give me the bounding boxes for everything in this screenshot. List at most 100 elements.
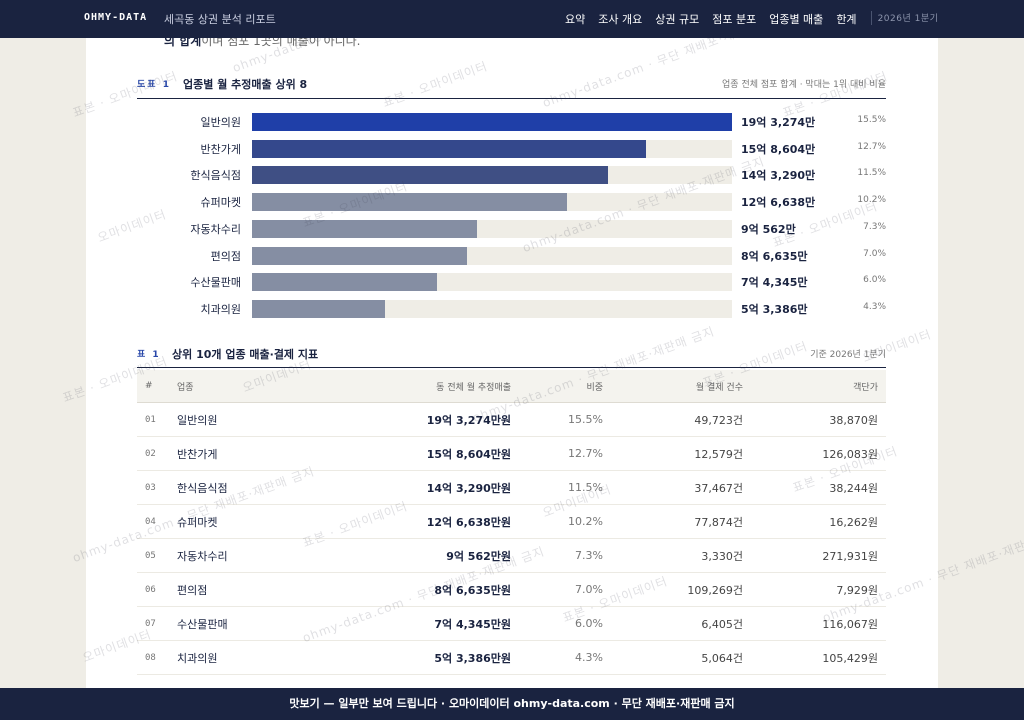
figure-header: 도표 1 업종별 월 추정매출 상위 8 업종 전체 점포 합계 · 막대는 1… bbox=[137, 76, 886, 99]
bar bbox=[252, 166, 608, 185]
row-share: 7.0% bbox=[519, 572, 611, 607]
table-note: 기준 2026년 1분기 bbox=[810, 350, 886, 360]
bar-share-label: 10.2% bbox=[857, 195, 886, 206]
table-body: 01 일반의원 19억 3,274만원 15.5% 49,723건 38,870원 02 반찬… bbox=[137, 402, 886, 675]
row-revenue: 9억 562만원 bbox=[319, 538, 519, 573]
metrics-table: # 업종 동 전체 월 추정매출 비중 월 결제 건수 객단가 01 일반의원 19… bbox=[137, 370, 886, 675]
bar bbox=[252, 113, 732, 131]
bar-category-label: 자동차수리 bbox=[190, 222, 241, 236]
row-share: 10.2% bbox=[519, 504, 611, 539]
nav-item-store-distribution[interactable]: 점포 분포 bbox=[712, 13, 757, 26]
row-avg-ticket: 16,262원 bbox=[751, 504, 886, 539]
row-index: 04 bbox=[137, 504, 169, 539]
table-row[interactable]: 08 치과의원 5억 3,386만원 4.3% 5,064건 105,429원 bbox=[137, 640, 886, 675]
row-revenue: 12억 6,638만원 bbox=[319, 504, 519, 539]
bar-track bbox=[252, 113, 732, 131]
row-payment-count: 49,723건 bbox=[611, 402, 751, 437]
figure-note: 업종 전체 점포 합계 · 막대는 1위 대비 비율 bbox=[722, 80, 886, 90]
nav-item-market-size[interactable]: 상권 규모 bbox=[655, 13, 700, 26]
bar-track bbox=[252, 166, 732, 185]
row-category: 편의점 bbox=[169, 572, 319, 607]
bar-track bbox=[252, 193, 732, 212]
bar-track bbox=[252, 273, 732, 292]
nav-period-label: 2026년 1분기 bbox=[877, 14, 939, 24]
col-header-payment-count[interactable]: 월 결제 건수 bbox=[611, 370, 751, 403]
col-header-revenue[interactable]: 동 전체 월 추정매출 bbox=[319, 370, 519, 403]
nav-item-survey-overview[interactable]: 조사 개요 bbox=[598, 13, 643, 26]
bar-value-label: 14억 3,290만 bbox=[741, 169, 816, 183]
table-row[interactable]: 04 슈퍼마켓 12억 6,638만원 10.2% 77,874건 16,262원 bbox=[137, 504, 886, 539]
bar-category-label: 한식음식점 bbox=[190, 169, 241, 183]
report-page: 의 합계이며 점포 1곳의 매출이 아니다. 도표 1 업종별 월 추정매출 상… bbox=[86, 38, 938, 688]
table-number: 표 1 bbox=[137, 350, 161, 360]
brand-logo[interactable]: OHMY-DATA bbox=[84, 12, 148, 23]
intro-bold: 의 합계 bbox=[164, 38, 202, 48]
nav-menu: 요약 조사 개요 상권 규모 점포 분포 업종별 매출 한계 2026년 1분기 bbox=[565, 11, 938, 27]
table-row[interactable]: 07 수산물판매 7억 4,345만원 6.0% 6,405건 116,067원 bbox=[137, 606, 886, 641]
row-revenue: 8억 6,635만원 bbox=[319, 572, 519, 607]
bar-category-label: 반찬가게 bbox=[200, 142, 241, 156]
row-category: 반찬가게 bbox=[169, 436, 319, 471]
bar-share-label: 6.0% bbox=[863, 275, 886, 286]
bar-share-label: 12.7% bbox=[857, 141, 886, 152]
nav-item-summary[interactable]: 요약 bbox=[565, 13, 586, 26]
row-index: 06 bbox=[137, 572, 169, 607]
table-title: 상위 10개 업종 매출·결제 지표 bbox=[172, 348, 319, 361]
row-revenue: 15억 8,604만원 bbox=[319, 436, 519, 471]
row-payment-count: 12,579건 bbox=[611, 436, 751, 471]
bar-row: 한식음식점 14억 3,290만 11.5% bbox=[137, 165, 886, 185]
bar-category-label: 슈퍼마켓 bbox=[200, 196, 241, 210]
col-header-category[interactable]: 업종 bbox=[169, 370, 319, 403]
bar-row: 자동차수리 9억 562만 7.3% bbox=[137, 219, 886, 239]
row-category: 치과의원 bbox=[169, 640, 319, 675]
row-index: 01 bbox=[137, 402, 169, 437]
row-payment-count: 6,405건 bbox=[611, 606, 751, 641]
row-revenue: 14억 3,290만원 bbox=[319, 470, 519, 505]
table-header: 표 1 상위 10개 업종 매출·결제 지표 기준 2026년 1분기 bbox=[137, 343, 886, 368]
row-revenue: 19억 3,274만원 bbox=[319, 402, 519, 437]
row-payment-count: 37,467건 bbox=[611, 470, 751, 505]
bar-value-label: 8억 6,635만 bbox=[741, 249, 808, 263]
bar-value-label: 5억 3,386만 bbox=[741, 302, 808, 316]
bar-value-label: 15억 8,604만 bbox=[741, 142, 816, 156]
row-category: 수산물판매 bbox=[169, 606, 319, 641]
bar-track bbox=[252, 139, 732, 158]
bar-value-label: 9억 562만 bbox=[741, 222, 796, 236]
bar-row: 편의점 8억 6,635만 7.0% bbox=[137, 246, 886, 266]
table-row[interactable]: 06 편의점 8억 6,635만원 7.0% 109,269건 7,929원 bbox=[137, 572, 886, 607]
bar-row: 슈퍼마켓 12억 6,638만 10.2% bbox=[137, 192, 886, 212]
figure-number: 도표 1 bbox=[137, 80, 171, 90]
row-avg-ticket: 271,931원 bbox=[751, 538, 886, 573]
col-header-share[interactable]: 비중 bbox=[519, 370, 611, 403]
table-row[interactable]: 02 반찬가게 15억 8,604만원 12.7% 12,579건 126,083원 bbox=[137, 436, 886, 471]
table-row[interactable]: 05 자동차수리 9억 562만원 7.3% 3,330건 271,931원 bbox=[137, 538, 886, 573]
col-header-avg-ticket[interactable]: 객단가 bbox=[751, 370, 886, 403]
bar-track bbox=[252, 219, 732, 238]
preview-footer-banner: 맛보기 — 일부만 보여 드립니다 · 오마이데이터 ohmy-data.com… bbox=[0, 688, 1024, 720]
row-share: 12.7% bbox=[519, 436, 611, 471]
bar-category-label: 수산물판매 bbox=[190, 276, 241, 290]
row-share: 15.5% bbox=[519, 402, 611, 437]
row-index: 02 bbox=[137, 436, 169, 471]
row-category: 자동차수리 bbox=[169, 538, 319, 573]
row-index: 03 bbox=[137, 470, 169, 505]
nav-item-limitations[interactable]: 한계 bbox=[836, 13, 857, 26]
row-avg-ticket: 7,929원 bbox=[751, 572, 886, 607]
intro-rest: 이며 점포 1곳의 매출이 아니다. bbox=[201, 38, 361, 48]
bar bbox=[252, 273, 437, 292]
nav-item-sales-by-category[interactable]: 업종별 매출 bbox=[769, 13, 824, 26]
row-share: 7.3% bbox=[519, 538, 611, 573]
row-category: 일반의원 bbox=[169, 402, 319, 437]
row-avg-ticket: 116,067원 bbox=[751, 606, 886, 641]
report-title: 세곡동 상권 분석 리포트 bbox=[164, 13, 276, 26]
bar-share-label: 7.3% bbox=[863, 221, 886, 232]
bar-category-label: 치과의원 bbox=[200, 302, 241, 316]
intro-paragraph-cut: 의 합계이며 점포 1곳의 매출이 아니다. bbox=[164, 38, 361, 49]
col-header-index: # bbox=[137, 370, 169, 403]
table-row[interactable]: 03 한식음식점 14억 3,290만원 11.5% 37,467건 38,244원 bbox=[137, 470, 886, 505]
table-header-row: # 업종 동 전체 월 추정매출 비중 월 결제 건수 객단가 bbox=[137, 370, 886, 403]
row-payment-count: 77,874건 bbox=[611, 504, 751, 539]
table-row[interactable]: 01 일반의원 19억 3,274만원 15.5% 49,723건 38,870원 bbox=[137, 402, 886, 437]
row-avg-ticket: 105,429원 bbox=[751, 640, 886, 675]
bar-row: 수산물판매 7억 4,345만 6.0% bbox=[137, 272, 886, 292]
